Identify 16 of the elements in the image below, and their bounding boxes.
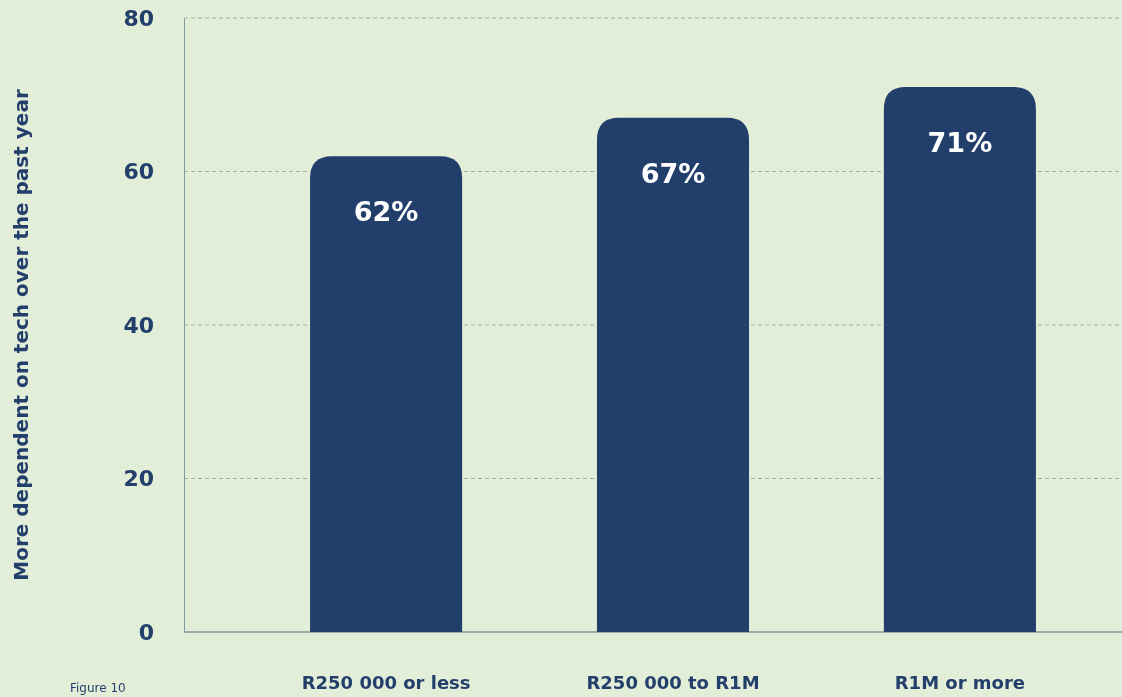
data-label: 71% xyxy=(927,127,993,159)
data-label: 62% xyxy=(353,196,419,228)
y-tick-label: 0 xyxy=(138,619,154,645)
caption: Figure 10 xyxy=(70,681,126,695)
y-tick-label: 80 xyxy=(123,5,154,31)
bar xyxy=(310,156,463,632)
x-tick-label: R1M or more xyxy=(894,671,1026,693)
bar xyxy=(883,87,1036,632)
y-tick-label: 60 xyxy=(123,159,154,185)
x-tick-label: R250 000 or less xyxy=(301,671,471,693)
y-tick-label: 20 xyxy=(123,466,154,492)
data-label: 67% xyxy=(640,157,706,189)
y-tick-label: 40 xyxy=(123,312,154,338)
x-tick-label: R250 000 to R1M xyxy=(586,671,760,693)
bar xyxy=(596,117,750,632)
y-axis-title: More dependent on tech over the past year xyxy=(9,89,33,581)
